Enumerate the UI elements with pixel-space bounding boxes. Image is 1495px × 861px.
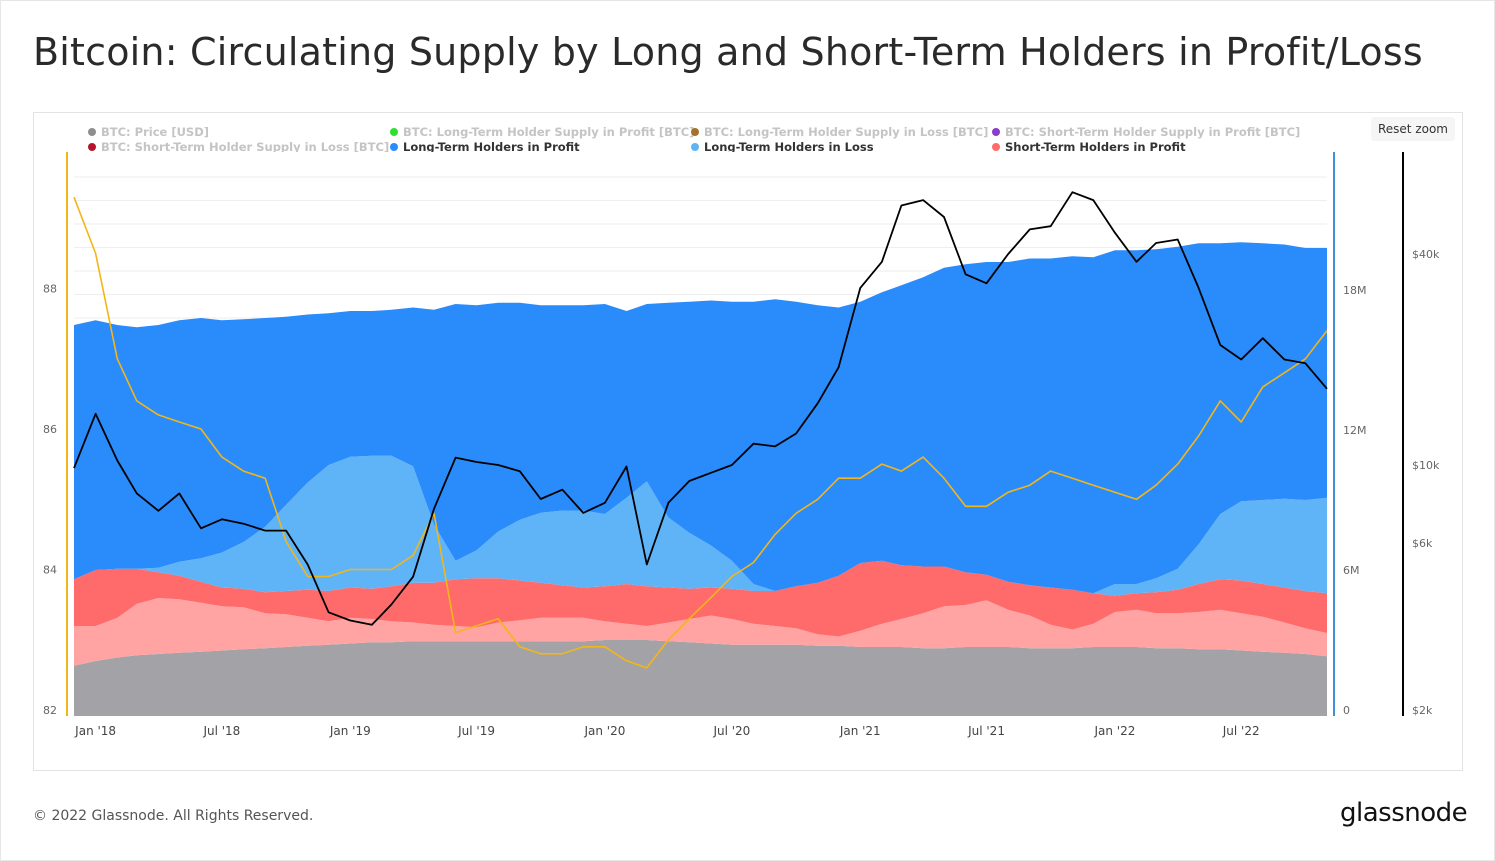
series-lines xyxy=(73,191,1328,669)
page-title: Bitcoin: Circulating Supply by Long and … xyxy=(33,30,1423,74)
legend-label: BTC: Long-Term Holder Supply in Loss [BT… xyxy=(704,125,989,139)
lth-profit-area xyxy=(74,242,1327,594)
left-tick-label: 88 xyxy=(43,283,57,296)
price-tick-label: $40k xyxy=(1412,248,1440,261)
x-tick-label: Jul '21 xyxy=(967,724,1005,738)
x-tick-label: Jan '22 xyxy=(1093,724,1135,738)
legend-marker-icon xyxy=(390,128,398,136)
legend-marker-icon xyxy=(691,128,699,136)
copyright-text: © 2022 Glassnode. All Rights Reserved. xyxy=(33,808,314,824)
legend-marker-icon xyxy=(992,128,1000,136)
supply-tick-label: 12M xyxy=(1343,424,1367,437)
exchange-balance-base xyxy=(74,710,1327,716)
price-tick-label: $2k xyxy=(1412,704,1433,717)
price-line xyxy=(73,191,1328,626)
legend-label: Short-Term Holders in Profit xyxy=(1005,140,1186,154)
legend-label: BTC: Price [USD] xyxy=(101,125,209,139)
legend-item[interactable]: BTC: Short-Term Holder Supply in Profit … xyxy=(992,125,1300,139)
legend-item[interactable]: Long-Term Holders in Loss xyxy=(691,140,874,154)
legend-marker-icon xyxy=(390,143,398,151)
x-tick-label: Jan '20 xyxy=(583,724,625,738)
legend-marker-icon xyxy=(88,143,96,151)
supply-tick-label: 18M xyxy=(1343,284,1367,297)
supply-tick-label: 6M xyxy=(1343,564,1360,577)
legend-item[interactable]: Long-Term Holders in Profit xyxy=(390,140,580,154)
legend-label: Long-Term Holders in Profit xyxy=(403,140,580,154)
left-tick-label: 84 xyxy=(43,564,57,577)
legend-item[interactable]: BTC: Short-Term Holder Supply in Loss [B… xyxy=(88,140,389,154)
supply-areas xyxy=(74,242,1327,716)
brand-logo[interactable]: glassnode xyxy=(1340,798,1468,828)
x-tick-label: Jul '22 xyxy=(1222,724,1260,738)
x-tick-label: Jan '18 xyxy=(74,724,116,738)
legend-item[interactable]: BTC: Long-Term Holder Supply in Loss [BT… xyxy=(691,125,988,139)
chart-frame xyxy=(33,112,1463,771)
exchange-balance-area xyxy=(74,640,1327,710)
legend-label: BTC: Long-Term Holder Supply in Profit [… xyxy=(403,125,695,139)
legend-item[interactable]: Short-Term Holders in Profit xyxy=(992,140,1186,154)
price-tick-label: $6k xyxy=(1412,537,1433,550)
sth-profit-area xyxy=(74,560,1327,637)
x-tick-label: Jul '20 xyxy=(712,724,750,738)
price-tick-label: $10k xyxy=(1412,459,1440,472)
x-tick-label: Jul '19 xyxy=(457,724,495,738)
legend-marker-icon xyxy=(992,143,1000,151)
supply-tick-label: 0 xyxy=(1343,704,1350,717)
x-tick-label: Jul '18 xyxy=(202,724,240,738)
x-tick-label: Jan '19 xyxy=(329,724,371,738)
lth-loss-area xyxy=(74,455,1327,596)
legend-marker-icon xyxy=(691,143,699,151)
left-tick-label: 82 xyxy=(43,704,57,717)
reset-zoom-button[interactable]: Reset zoom xyxy=(1371,117,1455,141)
x-tick-label: Jan '21 xyxy=(839,724,881,738)
left-tick-label: 86 xyxy=(43,423,57,436)
axes: 82 84 86 88 0 6M 12M 18M $2k $6k $10k $40k Jan '18 Ju… xyxy=(43,152,1440,738)
legend-label: Long-Term Holders in Loss xyxy=(704,140,874,154)
legend-label: BTC: Short-Term Holder Supply in Loss [B… xyxy=(101,140,390,154)
legend-item[interactable]: BTC: Price [USD] xyxy=(88,125,209,139)
legend-label: BTC: Short-Term Holder Supply in Profit … xyxy=(1005,125,1301,139)
legend-marker-icon xyxy=(88,128,96,136)
legend-item[interactable]: BTC: Long-Term Holder Supply in Profit [… xyxy=(390,125,694,139)
sth-loss-area xyxy=(74,598,1327,666)
